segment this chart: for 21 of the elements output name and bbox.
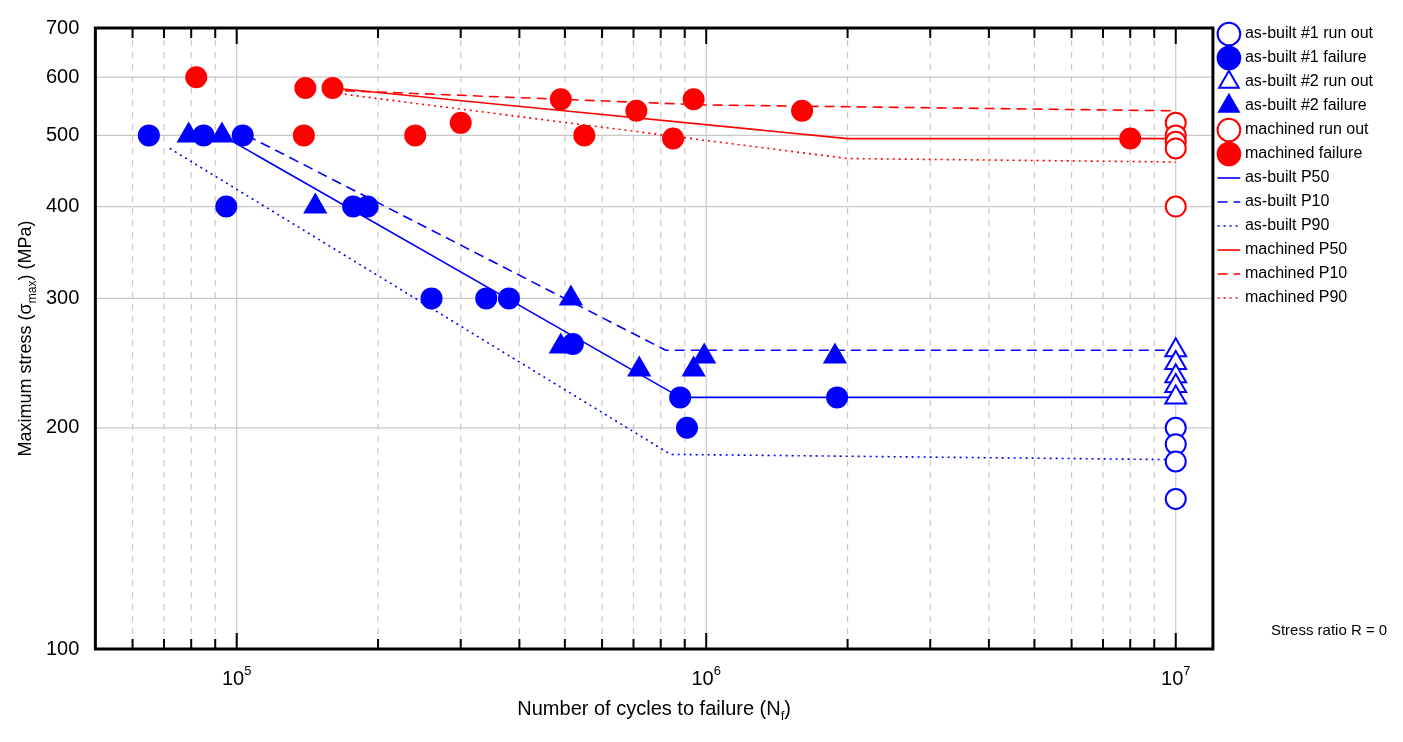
- legend-label: as-built #1 failure: [1244, 48, 1367, 66]
- legend-label: machined run out: [1244, 120, 1370, 138]
- y-tick-label: 300: [45, 285, 80, 308]
- y-tick-label: 700: [45, 15, 80, 38]
- legend-label: as-built #2 failure: [1244, 96, 1367, 114]
- legend-label: machined failure: [1244, 144, 1363, 162]
- legend-label: machined P50: [1244, 240, 1348, 258]
- y-tick-label: 100: [45, 636, 80, 659]
- legend-label: as-built P90: [1244, 216, 1330, 234]
- y-tick-label: 500: [45, 122, 80, 145]
- legend-label: as-built #1 run out: [1244, 24, 1374, 42]
- legend-label: as-built #2 run out: [1244, 72, 1374, 90]
- y-axis-title: Maximum stress (σmax) (MPa): [14, 220, 39, 457]
- legend-label: machined P90: [1244, 288, 1348, 306]
- text: Stress ratio R = 0: [1270, 621, 1388, 639]
- y-tick-label: 200: [45, 415, 80, 438]
- y-tick-label: 400: [45, 194, 80, 217]
- y-tick-label: 600: [45, 64, 80, 87]
- legend-label: as-built P10: [1244, 192, 1330, 210]
- legend-label: as-built P50: [1244, 168, 1330, 186]
- legend-label: machined P10: [1244, 264, 1348, 282]
